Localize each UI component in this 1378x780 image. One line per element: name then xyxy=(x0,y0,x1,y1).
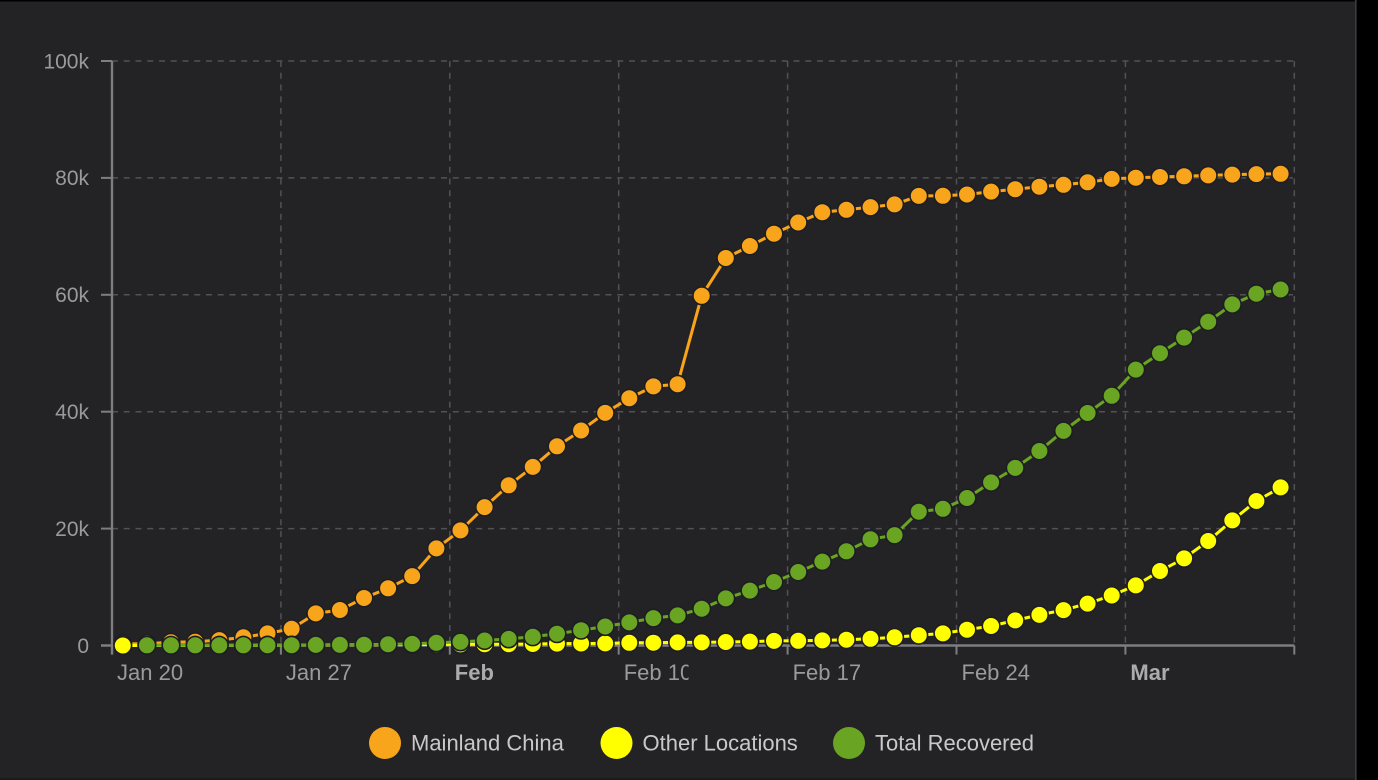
svg-text:40k: 40k xyxy=(55,401,89,424)
svg-text:0: 0 xyxy=(77,635,89,658)
svg-text:100k: 100k xyxy=(43,50,89,73)
svg-text:Feb 17: Feb 17 xyxy=(793,660,862,685)
svg-text:Other Locations: Other Locations xyxy=(643,731,798,756)
svg-text:20k: 20k xyxy=(55,518,89,541)
svg-text:80k: 80k xyxy=(55,167,89,190)
svg-text:Jan 27: Jan 27 xyxy=(286,660,352,685)
svg-text:60k: 60k xyxy=(55,284,89,307)
svg-text:Mar: Mar xyxy=(1130,660,1170,685)
svg-text:Feb 10: Feb 10 xyxy=(624,660,693,685)
svg-text:Total Recovered: Total Recovered xyxy=(875,731,1034,756)
svg-text:Jan 20: Jan 20 xyxy=(117,660,183,685)
svg-text:Feb 24: Feb 24 xyxy=(962,660,1031,685)
svg-text:Feb: Feb xyxy=(455,660,494,685)
svg-text:Mainland China: Mainland China xyxy=(411,731,565,756)
